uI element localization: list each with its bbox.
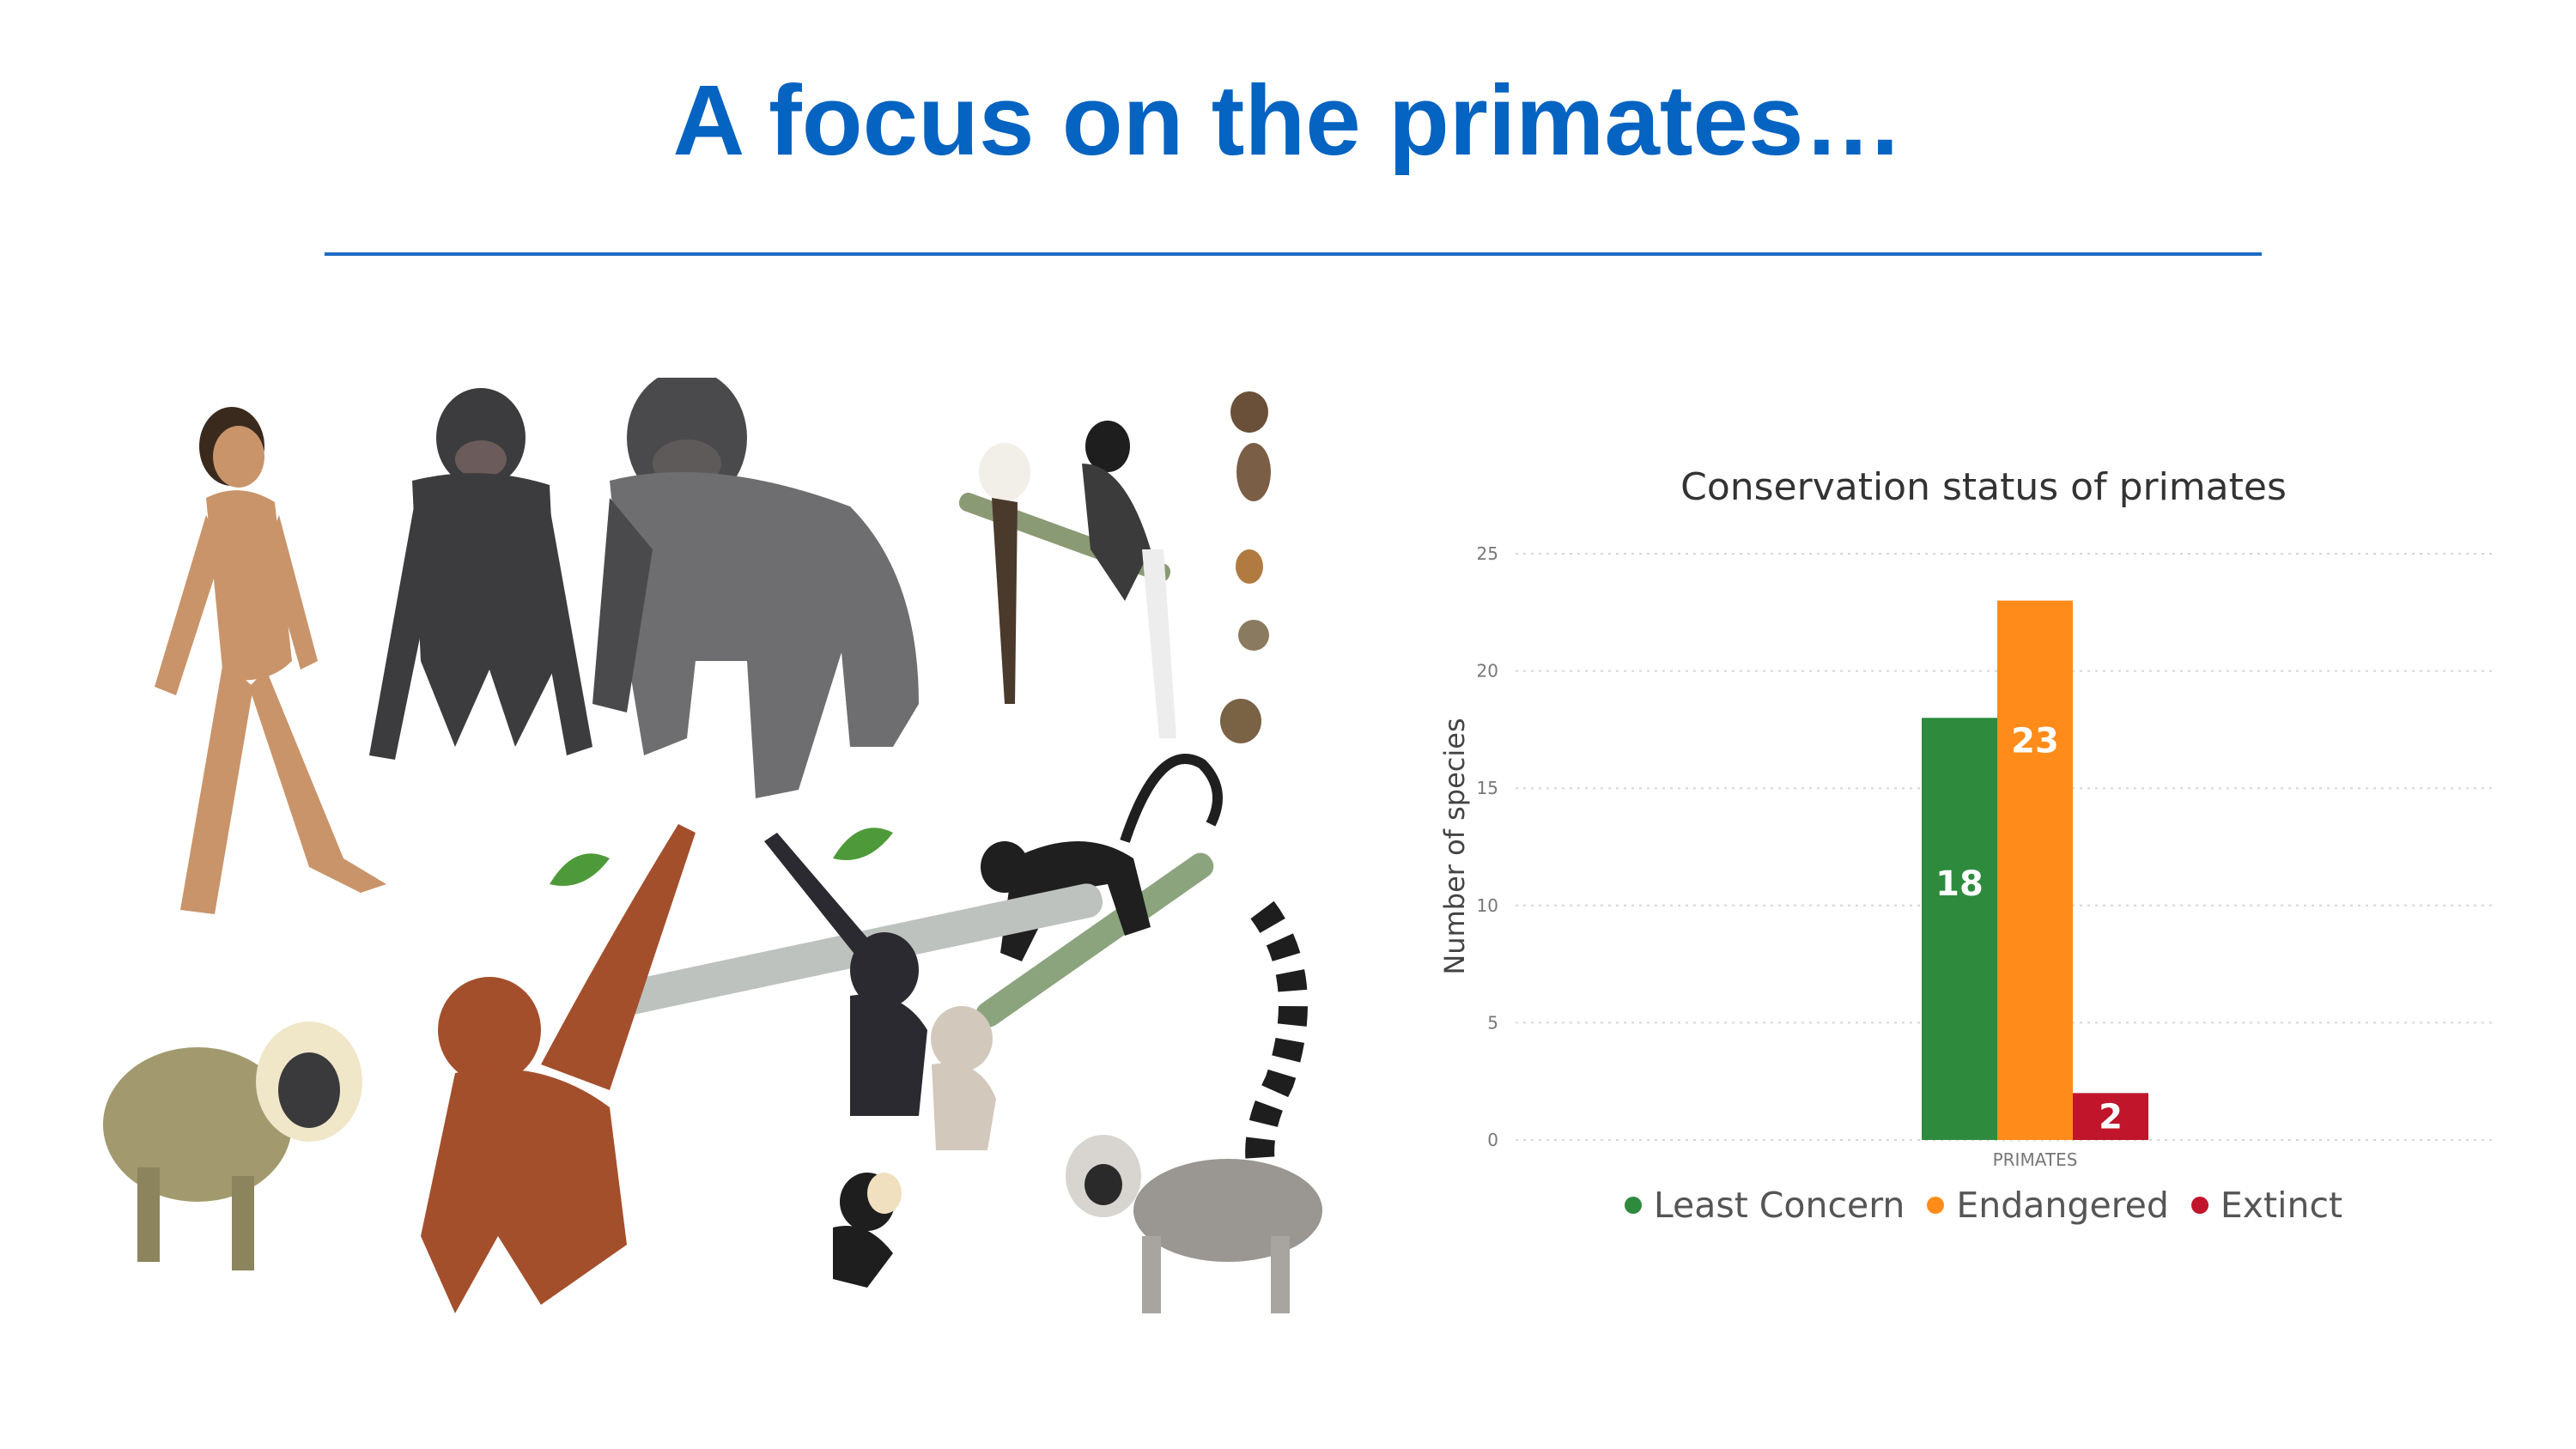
lemur-figure [1066, 900, 1322, 1313]
bar-endangered [1997, 600, 2073, 1140]
legend-marker [1624, 1197, 1642, 1214]
legend-marker [1927, 1197, 1945, 1214]
legend-item: Extinct [2190, 1185, 2343, 1226]
y-axis-label: Number of species [1438, 718, 1471, 974]
legend-item: Endangered [1927, 1185, 2169, 1226]
human-figure [155, 407, 386, 914]
bar-extinct [2073, 1093, 2148, 1140]
x-tick-label: PRIMATES [1993, 1149, 2078, 1170]
legend-marker [2190, 1197, 2208, 1214]
bar-least-concern [1922, 718, 1997, 1140]
y-tick-label: 5 [1487, 1012, 1498, 1033]
leaves-decoration [550, 828, 893, 886]
gorilla-figure [592, 378, 919, 798]
legend-item: Least Concern [1624, 1185, 1905, 1226]
y-tick-label: 15 [1477, 778, 1498, 798]
marmoset-figure [833, 1173, 902, 1288]
slide-title: A focus on the primates… [672, 64, 1904, 176]
spider-monkey-figure [975, 754, 1223, 1028]
legend-label: Extinct [2220, 1185, 2343, 1226]
primates-illustration [103, 378, 1322, 1313]
legend-label: Least Concern [1653, 1185, 1905, 1226]
bonobo-figure [369, 388, 592, 760]
legend-label: Endangered [1956, 1185, 2169, 1226]
title-divider [325, 252, 2262, 256]
data-label: 2 [2099, 1098, 2123, 1137]
gibbon-figure [764, 833, 927, 1116]
data-label: 23 [2011, 722, 2059, 761]
mandrill-figure [103, 1022, 362, 1270]
y-tick-label: 25 [1477, 543, 1498, 564]
small-primates-group [958, 391, 1271, 743]
orangutan-figure [421, 824, 1103, 1313]
y-tick-label: 10 [1477, 895, 1498, 916]
y-tick-label: 0 [1487, 1130, 1498, 1150]
white-gibbon-figure [931, 1006, 996, 1150]
y-tick-label: 20 [1477, 661, 1498, 682]
chart-legend: Least Concern Endangered Extinct [1417, 1185, 2550, 1226]
chart-title: Conservation status of primates [1680, 465, 2287, 509]
data-label: 18 [1935, 864, 1984, 904]
